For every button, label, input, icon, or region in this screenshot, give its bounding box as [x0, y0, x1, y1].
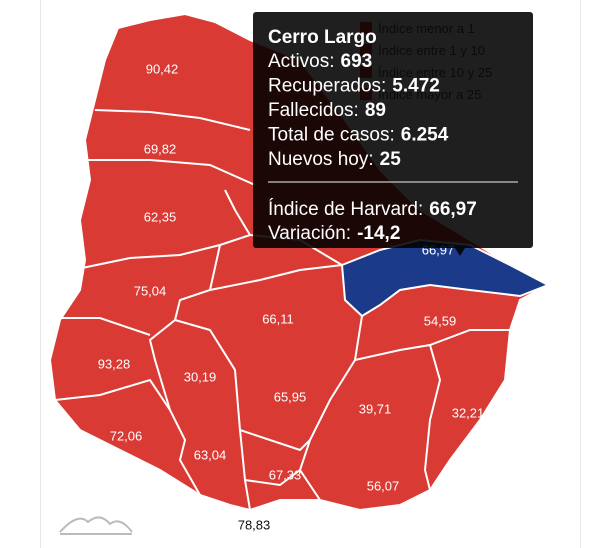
tooltip-value: -14,2: [357, 223, 400, 244]
tooltip-row: Total de casos: 6.254: [268, 125, 449, 146]
region-label: 54,59: [424, 313, 457, 328]
tooltip-row: Activos: 693: [268, 51, 372, 72]
tooltip-row: Nuevos hoy: 25: [268, 149, 401, 170]
tooltip-label: Nuevos hoy:: [268, 149, 374, 170]
tooltip-label: Fallecidos:: [268, 100, 359, 121]
tooltip-pointer: [455, 248, 465, 256]
region-label: 65,95: [274, 389, 307, 404]
region-label: 90,42: [146, 61, 179, 76]
region-label: 39,71: [359, 401, 392, 416]
region-borders: [54, 109, 510, 511]
region-label: 72,06: [110, 428, 143, 443]
region-label: 75,04: [134, 283, 167, 298]
tooltip-label: Activos:: [268, 51, 335, 72]
tooltip: Cerro Largo Activos: 693 Recuperados: 5.472…: [253, 12, 533, 256]
tooltip-row: Índice de Harvard: 66,97: [268, 199, 477, 220]
region-label: 69,82: [144, 141, 177, 156]
logo: [59, 516, 133, 533]
region-label: 66,11: [262, 311, 294, 326]
tooltip-label: Total de casos:: [268, 125, 395, 146]
tooltip-row: Recuperados: 5.472: [268, 76, 440, 97]
region-label: 63,04: [194, 447, 227, 462]
tooltip-row: Variación: -14,2: [268, 223, 400, 244]
tooltip-value: 25: [380, 149, 402, 170]
tooltip-value: 5.472: [392, 76, 440, 97]
region-labels: 90,42 69,82 62,35 75,04 66,11 54,59 93,28 30,19…: [98, 61, 485, 532]
region-label: 62,35: [144, 209, 177, 224]
tooltip-value: 89: [365, 100, 386, 121]
region-label: 67,33: [269, 467, 302, 482]
tooltip-value: 6.254: [401, 125, 449, 146]
tooltip-value: 693: [341, 51, 373, 72]
region-label: 56,07: [367, 478, 400, 493]
region-label: 30,19: [184, 369, 217, 384]
tooltip-box: [253, 12, 533, 248]
tooltip-label: Variación:: [268, 223, 351, 244]
region-label: 32,21: [452, 405, 485, 420]
region-label: 93,28: [98, 356, 131, 371]
tooltip-label: Índice de Harvard:: [268, 199, 423, 220]
region-label: 78,83: [238, 517, 271, 532]
tooltip-value: 66,97: [429, 199, 477, 220]
tooltip-row: Fallecidos: 89: [268, 100, 386, 121]
tooltip-title: Cerro Largo: [268, 27, 377, 48]
tooltip-label: Recuperados:: [268, 76, 386, 97]
